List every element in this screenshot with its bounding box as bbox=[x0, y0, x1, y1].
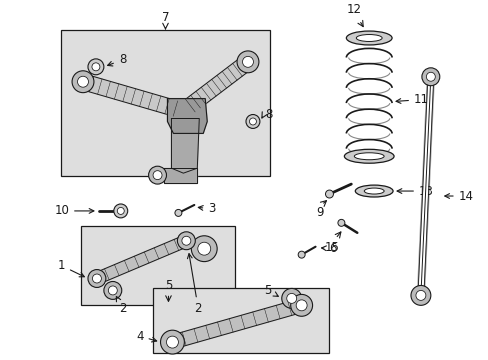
Circle shape bbox=[337, 219, 344, 226]
Circle shape bbox=[296, 300, 306, 311]
Circle shape bbox=[182, 236, 190, 245]
Circle shape bbox=[298, 251, 305, 258]
Circle shape bbox=[92, 274, 101, 283]
Circle shape bbox=[410, 285, 430, 305]
Ellipse shape bbox=[346, 31, 391, 45]
Ellipse shape bbox=[344, 149, 393, 163]
Text: 9: 9 bbox=[315, 206, 323, 219]
Circle shape bbox=[242, 57, 253, 67]
Circle shape bbox=[290, 294, 312, 316]
Circle shape bbox=[191, 236, 217, 262]
Polygon shape bbox=[167, 99, 207, 134]
Circle shape bbox=[88, 59, 103, 75]
Circle shape bbox=[426, 72, 434, 81]
Text: 14: 14 bbox=[444, 189, 473, 203]
FancyBboxPatch shape bbox=[152, 288, 329, 353]
Polygon shape bbox=[163, 168, 197, 183]
Text: 6: 6 bbox=[321, 242, 336, 255]
Text: 10: 10 bbox=[54, 204, 94, 217]
Circle shape bbox=[148, 166, 166, 184]
Text: 13: 13 bbox=[396, 185, 433, 198]
Circle shape bbox=[114, 204, 127, 218]
Text: 7: 7 bbox=[162, 11, 169, 24]
Circle shape bbox=[237, 51, 258, 73]
Polygon shape bbox=[94, 235, 188, 284]
Circle shape bbox=[103, 282, 122, 300]
Text: 8: 8 bbox=[264, 108, 272, 121]
Circle shape bbox=[249, 118, 256, 125]
Text: 3: 3 bbox=[198, 202, 215, 215]
Text: 5: 5 bbox=[264, 284, 278, 297]
Circle shape bbox=[177, 232, 195, 250]
Circle shape bbox=[421, 68, 439, 86]
Polygon shape bbox=[185, 55, 252, 112]
Circle shape bbox=[92, 63, 100, 71]
Circle shape bbox=[245, 114, 260, 129]
Circle shape bbox=[78, 76, 88, 87]
Text: 15: 15 bbox=[325, 241, 339, 254]
Text: 11: 11 bbox=[395, 93, 428, 106]
Circle shape bbox=[153, 171, 162, 180]
Circle shape bbox=[325, 190, 333, 198]
Circle shape bbox=[415, 291, 425, 300]
Circle shape bbox=[197, 242, 210, 255]
Ellipse shape bbox=[364, 188, 384, 194]
Circle shape bbox=[166, 336, 178, 348]
Text: 12: 12 bbox=[346, 3, 361, 16]
Polygon shape bbox=[170, 299, 303, 349]
Ellipse shape bbox=[355, 185, 392, 197]
FancyBboxPatch shape bbox=[81, 226, 235, 305]
Circle shape bbox=[175, 210, 182, 216]
Polygon shape bbox=[81, 74, 177, 116]
Text: 5: 5 bbox=[164, 279, 172, 292]
Circle shape bbox=[160, 330, 184, 354]
Circle shape bbox=[108, 286, 117, 295]
Ellipse shape bbox=[354, 153, 384, 160]
Circle shape bbox=[286, 293, 296, 303]
Text: 4: 4 bbox=[136, 330, 156, 343]
Circle shape bbox=[88, 270, 105, 287]
Circle shape bbox=[117, 207, 124, 215]
FancyBboxPatch shape bbox=[61, 30, 269, 176]
Text: 2: 2 bbox=[116, 296, 126, 315]
Polygon shape bbox=[171, 118, 199, 173]
Text: 8: 8 bbox=[107, 53, 126, 66]
Circle shape bbox=[281, 288, 301, 308]
Ellipse shape bbox=[356, 35, 381, 41]
Text: 2: 2 bbox=[187, 254, 202, 315]
Circle shape bbox=[72, 71, 94, 93]
Text: 1: 1 bbox=[58, 259, 84, 277]
